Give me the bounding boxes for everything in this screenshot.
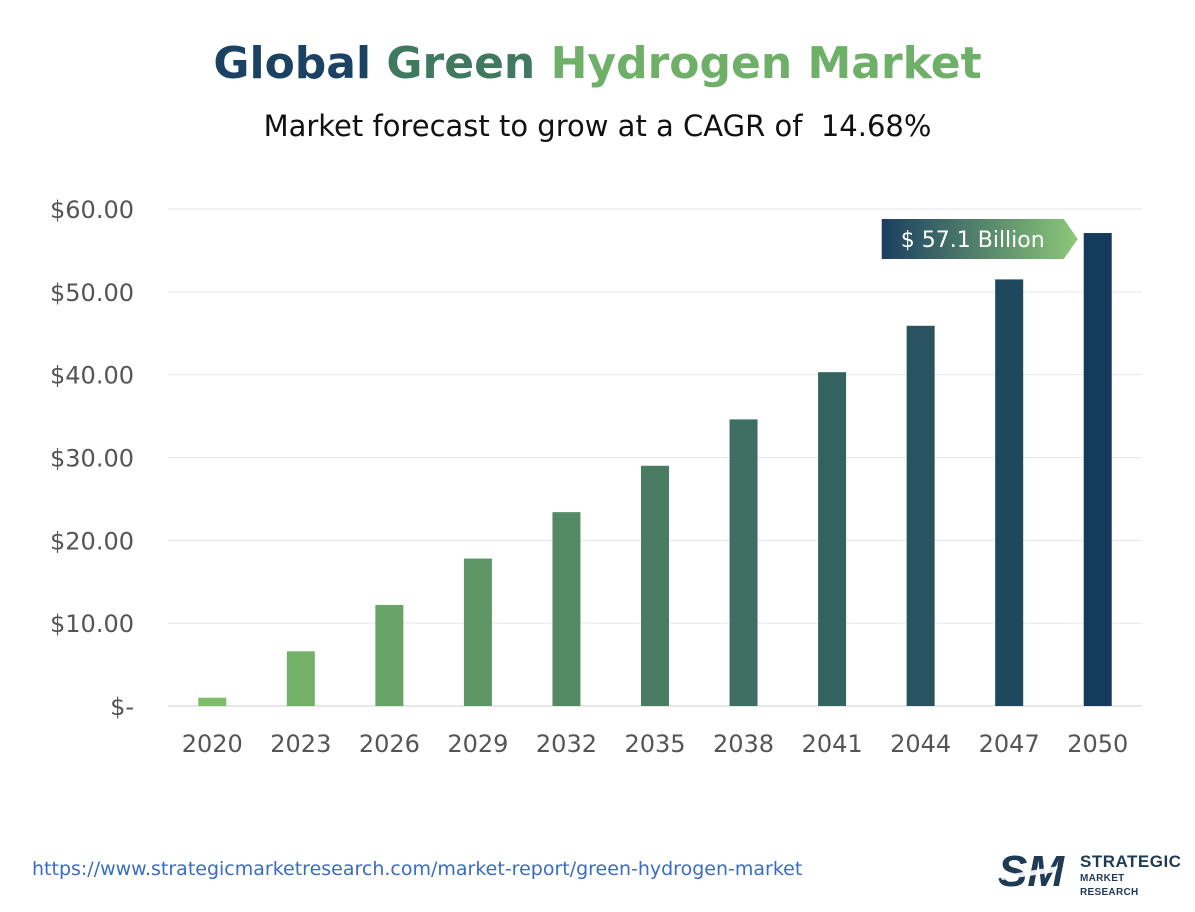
callout-arrow-shape [881, 219, 1078, 260]
bars [198, 233, 1112, 706]
y-tick-label: $30.00 [50, 445, 134, 473]
x-tick-label: 2023 [270, 730, 331, 758]
logo-line2: MARKET RESEARCH [1080, 873, 1139, 898]
x-tick-label: 2029 [447, 730, 508, 758]
bar-2023 [286, 651, 315, 706]
y-tick-label: $40.00 [50, 362, 134, 390]
title-part-green: Green [386, 38, 536, 89]
y-tick-label: $10.00 [50, 610, 134, 638]
y-tick-label: $20.00 [50, 527, 134, 555]
x-tick-label: 2038 [713, 730, 774, 758]
y-tick-label: $50.00 [50, 279, 134, 307]
strategic-market-research-logo: SM STRATEGIC MARKET RESEARCH [996, 846, 1181, 898]
chart-title: Global Green Hydrogen Market [0, 34, 1195, 94]
x-tick-label: 2041 [802, 730, 863, 758]
x-tick-label: 2026 [359, 730, 420, 758]
x-tick-label: 2047 [979, 730, 1040, 758]
source-url-link[interactable]: https://www.strategicmarketresearch.com/… [32, 858, 803, 880]
bar-2035 [641, 465, 669, 706]
x-tick-label: 2020 [182, 730, 243, 758]
y-tick-label: $- [110, 693, 134, 721]
y-axis-tick-labels: $- $10.00 $20.00 $30.00 $40.00 $50.00 $60.00 [50, 196, 134, 721]
bar-2029 [463, 558, 492, 706]
x-tick-label: 2032 [536, 730, 597, 758]
bar-2020 [198, 697, 227, 706]
title-part-global: Global [213, 38, 372, 89]
bar-2044 [906, 325, 935, 706]
bar-2047 [995, 279, 1024, 706]
value-callout: $ 57.1 Billion [881, 219, 1078, 260]
title-part-hydrogen-market: Hydrogen Market [550, 38, 982, 89]
y-tick-label: $60.00 [50, 196, 134, 224]
x-tick-label: 2035 [624, 730, 685, 758]
x-axis-tick-labels: 2020 2023 2026 2029 2032 2035 2038 2041 2044 2047… [182, 730, 1129, 758]
bar-2026 [375, 604, 404, 706]
x-tick-label: 2050 [1067, 730, 1128, 758]
bar-2041 [818, 372, 847, 706]
logo-line1: STRATEGIC [1080, 852, 1182, 871]
callout-label: $ 57.1 Billion [901, 228, 1045, 253]
bar-2050 [1083, 233, 1112, 706]
chart-subtitle: Market forecast to grow at a CAGR of 14.… [263, 109, 932, 143]
bar-2038 [729, 419, 758, 706]
x-tick-label: 2044 [890, 730, 951, 758]
sm-logo-mark-icon: SM [998, 847, 1065, 896]
bar-2032 [552, 512, 581, 706]
